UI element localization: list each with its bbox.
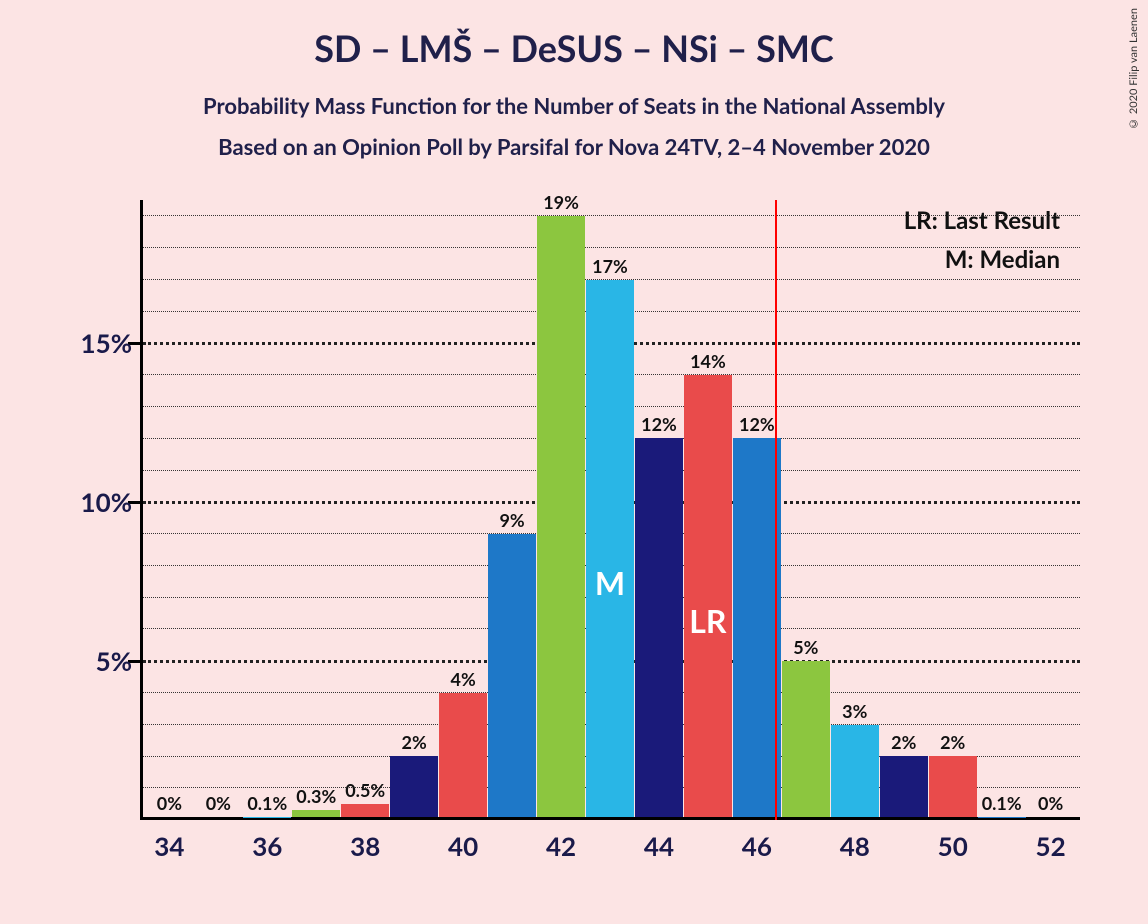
x-tick-label: 34 <box>154 830 184 862</box>
legend-m: M: Median <box>904 245 1060 274</box>
bar-45: LR <box>684 375 732 817</box>
bar-label-46: 12% <box>739 413 775 435</box>
chart-titles: SD – LMŠ – DeSUS – NSi – SMC Probability… <box>0 0 1148 160</box>
x-tick-label: 40 <box>448 830 478 862</box>
bar-label-48: 3% <box>842 700 867 722</box>
y-axis-line <box>140 200 143 820</box>
bar-44 <box>635 438 683 817</box>
bar-49 <box>880 756 928 817</box>
chart-title: SD – LMŠ – DeSUS – NSi – SMC <box>0 26 1148 70</box>
bar-label-38: 0.5% <box>345 779 385 801</box>
bar-42 <box>537 216 585 817</box>
y-tick-label: 5% <box>52 645 132 677</box>
bar-50 <box>929 756 977 817</box>
x-tick-label: 36 <box>252 830 282 862</box>
bar-label-44: 12% <box>641 413 677 435</box>
bar-label-36: 0.1% <box>247 792 287 814</box>
bar-label-43: 17% <box>592 255 628 277</box>
bar-label-35: 0% <box>206 792 231 814</box>
grid-line-minor <box>143 247 1080 248</box>
median-label: M <box>595 563 625 602</box>
legend: LR: Last Result M: Median <box>904 206 1060 284</box>
chart-subtitle-1: Probability Mass Function for the Number… <box>0 92 1148 119</box>
bar-46 <box>733 438 781 817</box>
bar-label-50: 2% <box>940 731 965 753</box>
chart-area: LR: Last Result M: Median 0% 0% 0.1% 0.3% 0.… <box>100 200 1100 900</box>
bar-38 <box>341 804 389 817</box>
bar-40 <box>439 693 487 817</box>
bar-label-40: 4% <box>451 668 476 690</box>
bar-43: M <box>586 280 634 818</box>
bar-label-41: 9% <box>499 509 524 531</box>
y-tick-label: 10% <box>52 486 132 518</box>
bar-47 <box>782 661 830 817</box>
bar-label-42: 19% <box>543 191 579 213</box>
chart-subtitle-2: Based on an Opinion Poll by Parsifal for… <box>0 133 1148 160</box>
x-tick-label: 44 <box>644 830 674 862</box>
x-axis-line <box>140 817 1080 820</box>
last-result-label: LR <box>689 601 726 640</box>
bar-48 <box>831 725 879 817</box>
x-tick-label: 52 <box>1036 830 1066 862</box>
x-tick-label: 48 <box>840 830 870 862</box>
copyright-text: © 2020 Filip van Laenen <box>1127 8 1140 130</box>
bar-label-37: 0.3% <box>296 785 336 807</box>
bar-37 <box>292 810 340 817</box>
x-tick-label: 50 <box>938 830 968 862</box>
bar-label-39: 2% <box>402 731 427 753</box>
plot-area: LR: Last Result M: Median 0% 0% 0.1% 0.3% 0.… <box>140 200 1080 820</box>
bar-41 <box>488 534 536 817</box>
last-result-line <box>775 200 777 820</box>
x-tick-label: 38 <box>350 830 380 862</box>
grid-line-minor <box>143 215 1080 216</box>
legend-lr: LR: Last Result <box>904 206 1060 235</box>
x-tick-label: 46 <box>742 830 772 862</box>
y-tick-label: 15% <box>52 327 132 359</box>
bar-label-34: 0% <box>157 792 182 814</box>
bar-label-51: 0.1% <box>982 792 1022 814</box>
bar-label-49: 2% <box>891 731 916 753</box>
bar-39 <box>390 756 438 817</box>
bar-label-47: 5% <box>793 636 818 658</box>
bar-label-45: 14% <box>690 350 726 372</box>
bar-label-52: 0% <box>1038 792 1063 814</box>
x-tick-label: 42 <box>546 830 576 862</box>
